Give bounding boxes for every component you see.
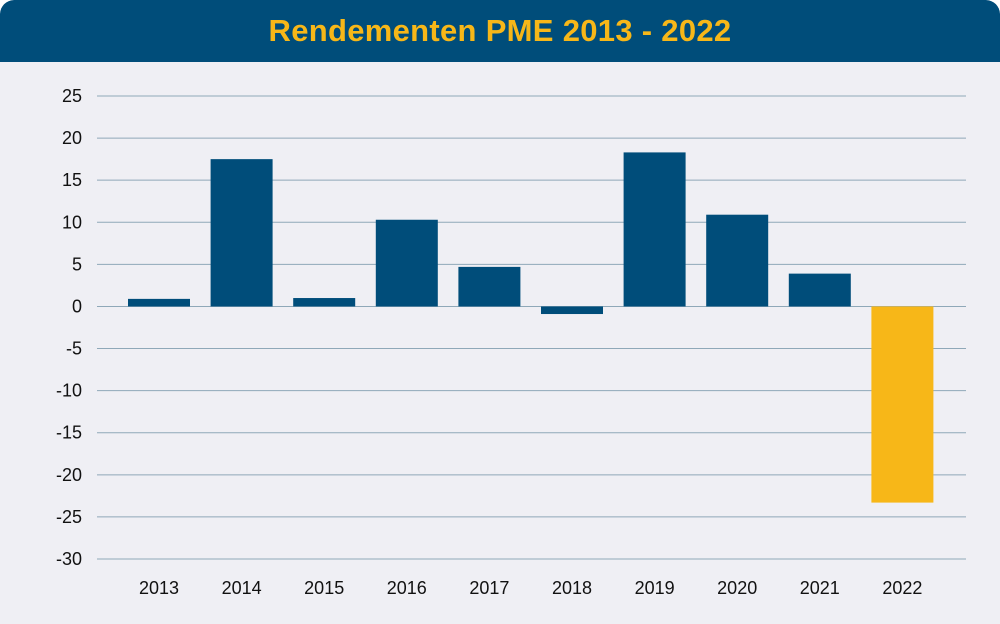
x-tick-label: 2013 [139, 578, 179, 598]
x-tick-label: 2018 [552, 578, 592, 598]
x-tick-label: 2016 [387, 578, 427, 598]
y-tick-label: -20 [56, 465, 82, 485]
x-axis-ticks: 2013 2014 2015 2016 2017 2018 2019 2020 2021 2022 [139, 578, 922, 598]
bar-2020 [706, 214, 769, 307]
y-tick-label: 25 [62, 86, 82, 106]
y-tick-label: 10 [62, 212, 82, 232]
x-tick-label: 2020 [717, 578, 757, 598]
y-tick-label: -15 [56, 423, 82, 443]
x-tick-label: 2017 [469, 578, 509, 598]
x-tick-label: 2014 [222, 578, 262, 598]
bar-2014 [210, 159, 273, 307]
x-tick-label: 2022 [882, 578, 922, 598]
x-tick-label: 2019 [635, 578, 675, 598]
bar-2019 [623, 152, 686, 307]
y-tick-label: 0 [72, 296, 82, 316]
bar-2013 [128, 298, 190, 307]
bar-2017 [458, 266, 521, 307]
x-tick-label: 2015 [304, 578, 344, 598]
y-tick-label: 5 [72, 254, 82, 274]
y-tick-label: 15 [62, 170, 82, 190]
y-tick-label: -10 [56, 381, 82, 401]
x-tick-label: 2021 [800, 578, 840, 598]
y-axis-ticks: 25 20 15 10 5 0 -5 -10 -15 -20 -25 -30 [56, 86, 82, 569]
bar-2021 [788, 273, 851, 307]
chart-title: Rendementen PME 2013 - 2022 [268, 13, 732, 48]
y-tick-label: -5 [66, 339, 82, 359]
chart-header: Rendementen PME 2013 - 2022 [0, 0, 1000, 62]
y-tick-label: 20 [62, 128, 82, 148]
bar-2018 [541, 306, 603, 315]
bars [128, 152, 934, 503]
bar-2022 [871, 306, 934, 503]
y-tick-label: -25 [56, 507, 82, 527]
bar-2016 [375, 219, 438, 307]
y-tick-label: -30 [56, 549, 82, 569]
bar-2015 [293, 298, 356, 307]
